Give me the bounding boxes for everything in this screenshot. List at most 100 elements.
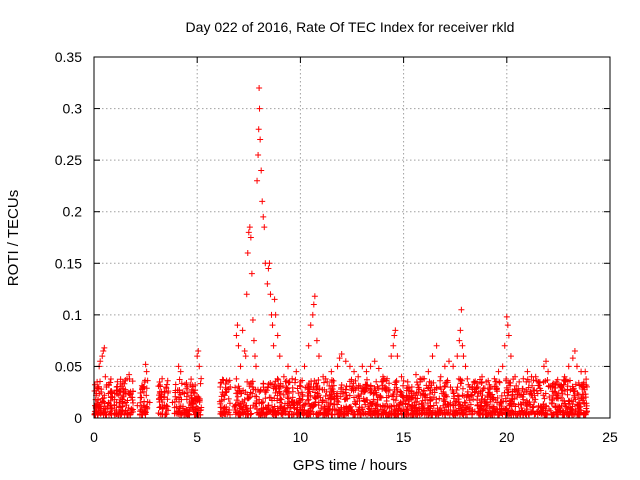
data-point [389, 391, 396, 398]
data-point [399, 401, 406, 408]
data-point [241, 399, 248, 406]
data-point [512, 373, 519, 380]
data-point [565, 363, 572, 370]
data-point [333, 407, 340, 414]
data-point [176, 376, 183, 383]
data-point [217, 400, 224, 407]
data-point [384, 375, 391, 382]
data-point [97, 407, 104, 414]
data-point [338, 384, 345, 391]
data-point [438, 407, 445, 414]
data-point [499, 363, 506, 370]
axis-ticks: 0 0.05 0.1 0.15 0.2 0.25 0.3 0.35 0 5 10 15 20 25 [55, 49, 618, 445]
data-point [311, 401, 318, 408]
data-point [235, 383, 242, 390]
data-point [413, 398, 420, 405]
data-point [286, 390, 293, 397]
data-point [102, 373, 109, 380]
data-point [470, 396, 477, 403]
data-point [487, 384, 494, 391]
data-point [301, 401, 308, 408]
data-point [298, 389, 305, 396]
data-point [219, 409, 226, 416]
data-point [503, 376, 510, 383]
data-point [405, 401, 412, 408]
data-point [582, 368, 589, 375]
data-point [175, 363, 182, 370]
data-point [576, 382, 583, 389]
data-point [442, 411, 449, 418]
data-point [244, 411, 251, 418]
data-point [535, 402, 542, 409]
data-point [243, 405, 250, 412]
data-point [248, 410, 255, 417]
data-point [574, 390, 581, 397]
data-point [286, 411, 293, 418]
data-point [322, 393, 329, 400]
data-point [336, 355, 343, 362]
data-point [386, 387, 393, 394]
data-point [390, 342, 397, 349]
data-point [403, 394, 410, 401]
data-point [450, 390, 457, 397]
data-point [374, 383, 381, 390]
data-point [518, 405, 525, 412]
data-point [343, 383, 350, 390]
data-point [244, 391, 251, 398]
data-point [442, 380, 449, 387]
data-point [141, 404, 148, 411]
data-point [272, 311, 279, 318]
y-tick-label: 0.25 [55, 152, 82, 168]
data-point [260, 380, 267, 387]
data-point [564, 409, 571, 416]
data-point [305, 396, 312, 403]
data-point [457, 327, 464, 334]
data-point [296, 411, 303, 418]
data-point [445, 403, 452, 410]
data-point [501, 342, 508, 349]
data-point [176, 386, 183, 393]
data-point [420, 405, 427, 412]
data-point [310, 301, 317, 308]
data-point [305, 386, 312, 393]
y-tick-label: 0 [74, 410, 82, 426]
data-point [408, 394, 415, 401]
data-point [502, 410, 509, 417]
data-point [101, 344, 108, 351]
data-point [453, 409, 460, 416]
data-point [519, 393, 526, 400]
data-point [280, 373, 287, 380]
data-point [282, 408, 289, 415]
data-point [183, 396, 190, 403]
data-point [244, 249, 251, 256]
data-point [403, 387, 410, 394]
data-point [307, 402, 314, 409]
data-point [422, 392, 429, 399]
data-point [432, 411, 439, 418]
y-tick-label: 0.15 [55, 255, 82, 271]
data-point [474, 397, 481, 404]
data-point [252, 386, 259, 393]
data-point [525, 384, 532, 391]
data-point [121, 388, 128, 395]
data-point [455, 398, 462, 405]
data-point [430, 394, 437, 401]
data-point [256, 84, 263, 91]
data-point [264, 384, 271, 391]
data-point [172, 381, 179, 388]
data-point [257, 386, 264, 393]
data-point [385, 392, 392, 399]
data-point [237, 363, 244, 370]
data-point [507, 353, 514, 360]
data-point [495, 368, 502, 375]
data-point [329, 386, 336, 393]
data-point [266, 394, 273, 401]
data-point [129, 378, 136, 385]
data-point [271, 381, 278, 388]
data-point [464, 411, 471, 418]
data-point [297, 406, 304, 413]
data-point [269, 397, 276, 404]
data-point [404, 411, 411, 418]
data-point [194, 353, 201, 360]
data-point [462, 363, 469, 370]
